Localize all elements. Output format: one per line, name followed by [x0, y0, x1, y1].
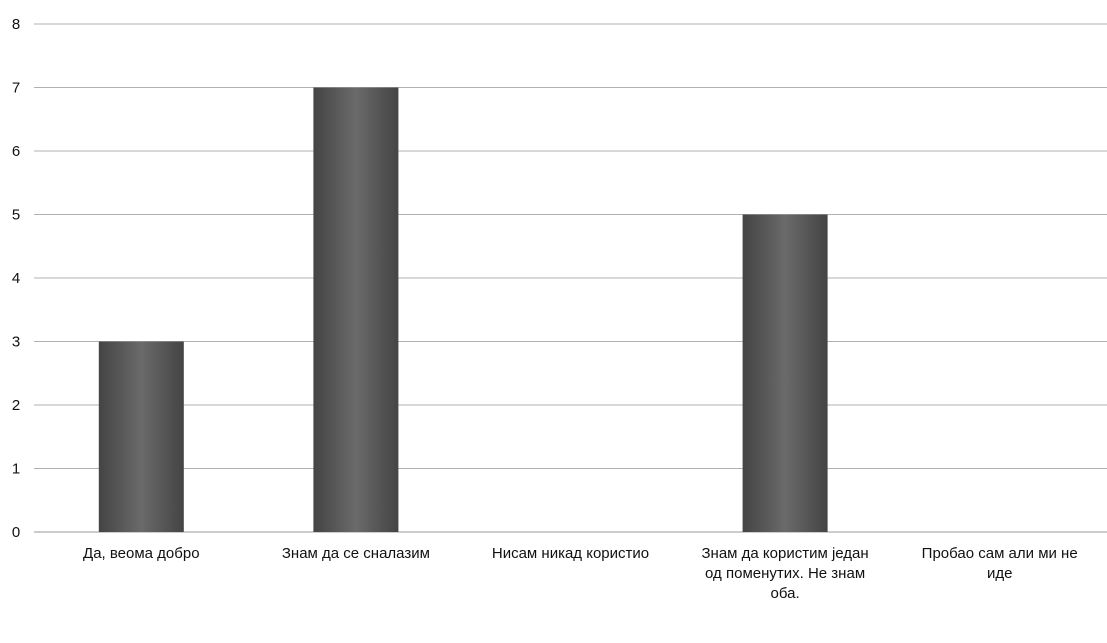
y-tick-label: 2	[12, 397, 20, 414]
bar	[742, 214, 828, 532]
y-tick-label: 1	[12, 461, 20, 478]
y-tick-label: 6	[12, 143, 20, 160]
gridlines	[34, 23, 1107, 533]
y-tick-label: 3	[12, 334, 20, 351]
y-tick-label: 0	[12, 524, 20, 541]
y-tick-label: 7	[12, 80, 20, 97]
y-tick-label: 4	[12, 270, 20, 287]
bar	[313, 87, 399, 532]
x-tick-label: Знам да се сналазим	[281, 545, 430, 562]
y-tick-label: 5	[12, 207, 20, 224]
bars	[98, 87, 828, 532]
x-tick-label: Нисам никад користио	[491, 545, 650, 562]
y-tick-label: 8	[12, 16, 20, 33]
x-tick-label: Пробао сам али ми не иде	[921, 545, 1078, 582]
bar	[98, 341, 184, 532]
x-tick-label: Знам да користим један од поменутих. Не …	[701, 545, 869, 602]
y-axis: 0 1 2 3 4 5 6 7 8	[12, 16, 20, 541]
x-tick-label: Да, веома добро	[83, 545, 200, 562]
